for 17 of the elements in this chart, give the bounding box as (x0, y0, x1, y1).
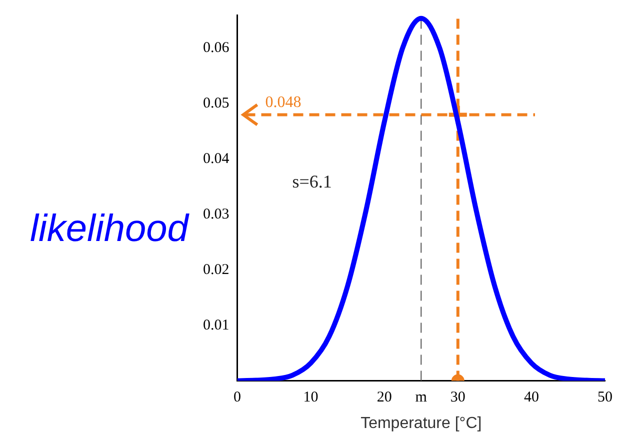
x-axis-title: Temperature [°C] (360, 414, 482, 432)
x-tick-label: 50 (598, 390, 612, 406)
annotation: s=6.1 (292, 172, 332, 192)
y-tick-label: 0.02 (203, 262, 230, 278)
y-tick-label: 0.06 (203, 40, 230, 56)
x-tick-label: 30 (450, 390, 466, 406)
y-tick-label: 0.01 (203, 317, 230, 334)
x-tick-label: m (415, 390, 428, 406)
x-tick-label: 20 (376, 390, 392, 406)
x-tick-label: 10 (303, 390, 318, 406)
y-tick-label: 0.04 (203, 151, 230, 168)
x-tick-label: 40 (524, 390, 539, 406)
x-tick-label: 0 (234, 390, 241, 406)
y-tick-label: 0.05 (203, 96, 230, 112)
ref-line-label: 0.048 (265, 94, 302, 111)
y-axis-title: likelihood (30, 208, 188, 251)
y-tick-label: 0.03 (203, 206, 230, 222)
